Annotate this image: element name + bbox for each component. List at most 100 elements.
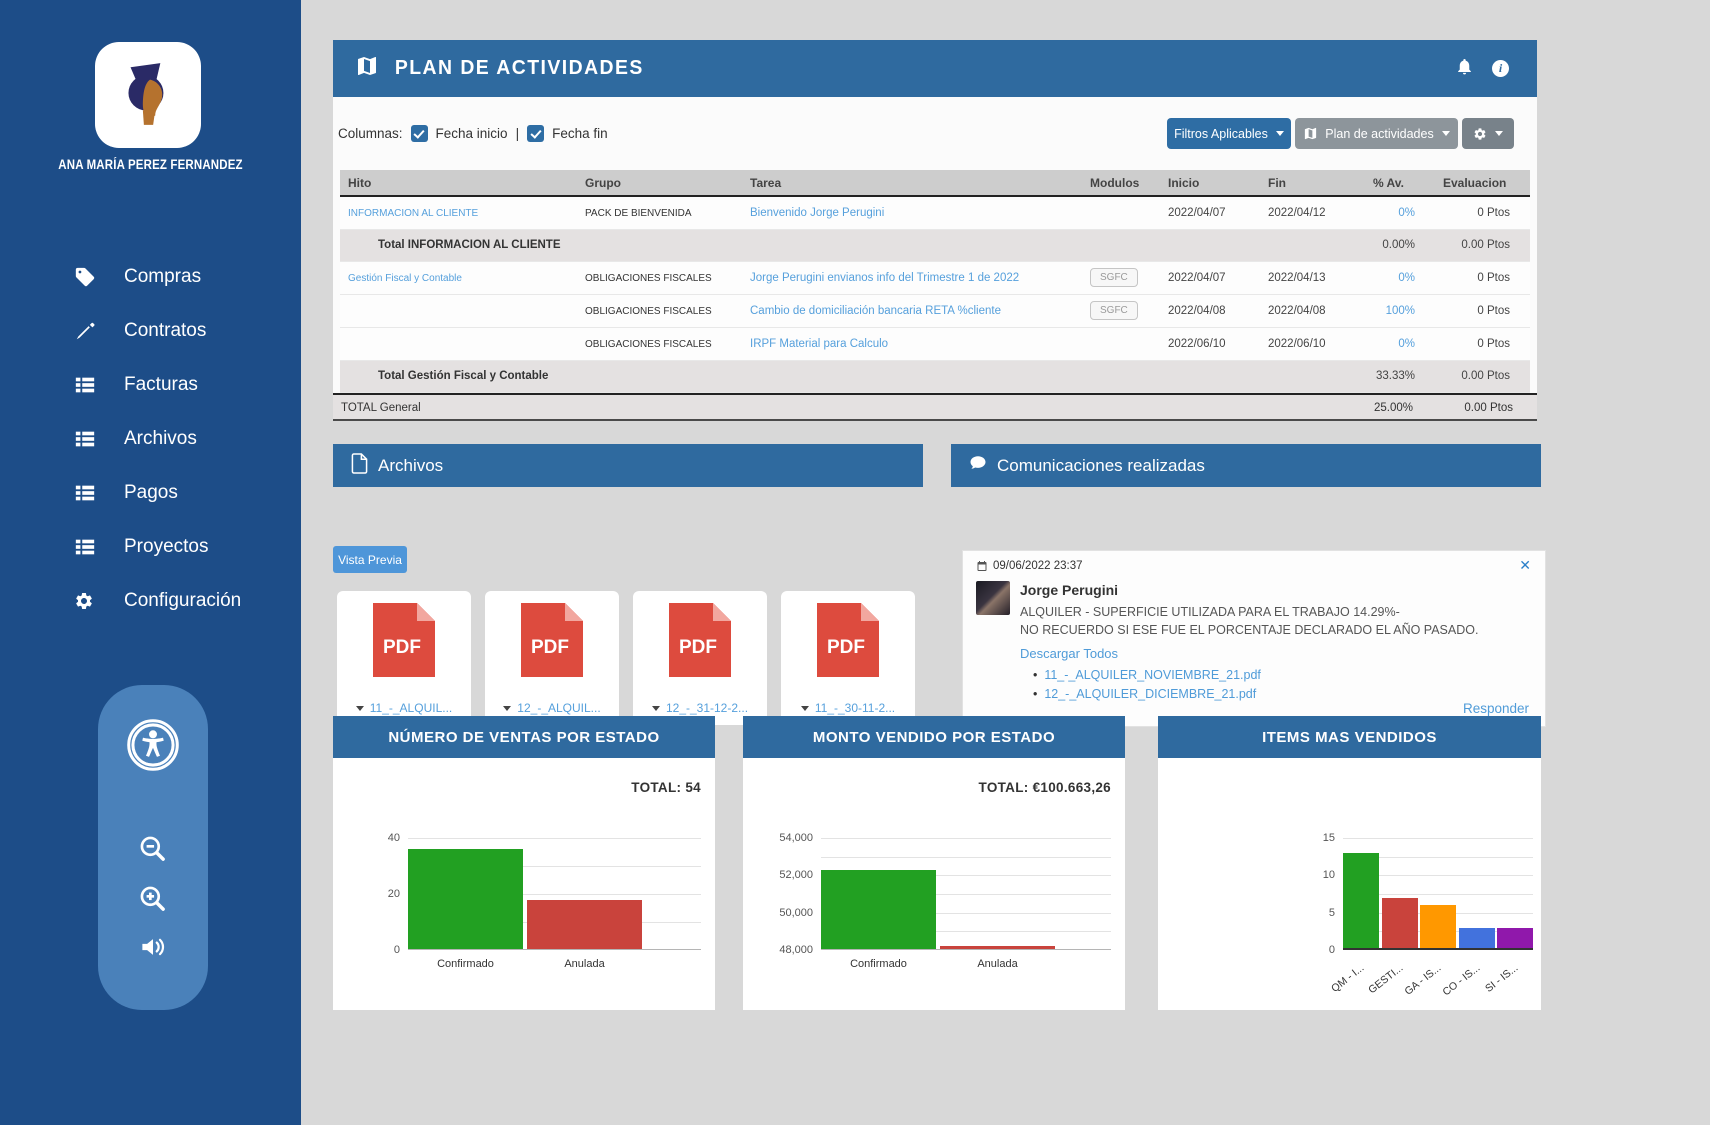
fecha-inicio-checkbox[interactable] <box>410 125 428 142</box>
settings-button[interactable] <box>1462 118 1514 149</box>
chart-plot: 0 5 10 15 QM - I... GESTI... GA - IS... CO - IS… <box>1323 832 1533 998</box>
zoom-in-icon[interactable] <box>98 883 208 915</box>
zoom-out-icon[interactable] <box>98 833 208 865</box>
file-link[interactable]: 12_-_ALQUIL... <box>517 701 601 715</box>
accessibility-widget <box>98 685 208 1010</box>
y-tick-label: 20 <box>387 888 400 900</box>
tarea-link[interactable]: IRPF Material para Calculo <box>750 337 889 350</box>
hito-link[interactable]: INFORMACION AL CLIENTE <box>348 207 479 219</box>
chart-title-bar: NÚMERO DE VENTAS POR ESTADO <box>333 716 715 758</box>
sidebar-item-facturas[interactable]: Facturas <box>0 358 301 412</box>
file-link[interactable]: 11_-_ALQUIL... <box>369 701 453 715</box>
pdf-card[interactable]: PDF 11_-_ALQUIL... <box>337 591 471 725</box>
gridline <box>821 894 1111 895</box>
y-tick-label: 0 <box>1328 944 1335 956</box>
avance-link[interactable]: 0% <box>1398 337 1415 350</box>
sidebar-item-compras[interactable]: Compras <box>0 250 301 304</box>
avance-link[interactable]: 0% <box>1398 271 1415 284</box>
bar-Anulada <box>940 946 1055 950</box>
file-menu-caret-icon[interactable] <box>800 705 809 711</box>
speaker-icon[interactable] <box>98 932 208 962</box>
bar-SI - IS... <box>1497 927 1533 950</box>
attachment-link[interactable]: 11_-_ALQUILER_NOVIEMBRE_21.pdf <box>1044 668 1261 682</box>
bar-QM - I... <box>1343 852 1379 950</box>
sidebar-item-contratos[interactable]: Contratos <box>0 304 301 358</box>
fin-date: 2022/06/10 <box>1260 327 1365 361</box>
bar-Confirmado <box>821 869 936 950</box>
bell-icon[interactable] <box>1455 57 1474 81</box>
message-line: ALQUILER - SUPERFICIE UTILIZADA PARA EL … <box>1020 605 1400 619</box>
chart-total: TOTAL: 54 <box>631 780 701 795</box>
svg-text:PDF: PDF <box>827 637 865 658</box>
evaluacion-value: 0 Ptos <box>1435 196 1530 230</box>
close-icon[interactable]: ✕ <box>1519 557 1531 573</box>
pdf-card[interactable]: PDF 11_-_30-11-2... <box>781 591 915 725</box>
chart-title-bar: MONTO VENDIDO POR ESTADO <box>743 716 1125 758</box>
filtros-aplicables-button[interactable]: Filtros Aplicables <box>1167 118 1291 149</box>
tarea-link[interactable]: Bienvenido Jorge Perugini <box>750 206 885 219</box>
total-general-av: 25.00% <box>1373 401 1413 414</box>
fin-date: 2022/04/12 <box>1260 196 1365 230</box>
sidebar-item-pagos[interactable]: Pagos <box>0 466 301 520</box>
descargar-todos-link[interactable]: Descargar Todos <box>1020 646 1119 661</box>
plan-body: Columnas: Fecha inicio | Fecha fin Filtr… <box>333 97 1537 421</box>
file-link[interactable]: 12_-_31-12-2... <box>665 701 749 715</box>
plan-de-actividades-panel: PLAN DE ACTIVIDADES i Columnas: Fecha in… <box>333 40 1537 421</box>
modulo-badge: SGFC <box>1090 301 1138 320</box>
gear-icon <box>1474 127 1486 140</box>
file-menu-caret-icon[interactable] <box>503 705 512 711</box>
hito-link[interactable]: Gestión Fiscal y Contable <box>348 272 462 284</box>
y-tick-label: 52,000 <box>779 869 813 882</box>
total-label: Total Gestión Fiscal y Contable <box>378 370 549 382</box>
accessibility-icon[interactable] <box>98 717 208 773</box>
grupo-text: PACK DE BIENVENIDA <box>585 207 692 219</box>
gridline <box>821 838 1111 839</box>
chart-title: NÚMERO DE VENTAS POR ESTADO <box>388 728 660 746</box>
sidebar-item-label: Facturas <box>124 374 198 395</box>
grupo-text: OBLIGACIONES FISCALES <box>585 305 712 317</box>
file-menu-caret-icon[interactable] <box>355 705 364 711</box>
list-icon <box>74 373 100 397</box>
pdf-cards: PDF 11_-_ALQUIL... PDF 12_-_ALQUIL... PD… <box>337 591 915 725</box>
fin-date: 2022/04/13 <box>1260 261 1365 295</box>
sidebar-item-proyectos[interactable]: Proyectos <box>0 520 301 574</box>
columns-label: Columnas: <box>338 126 403 141</box>
comunicaciones-body: 09/06/2022 23:37 ✕ Jorge Perugini ALQUIL… <box>951 487 1546 737</box>
fecha-fin-checkbox[interactable] <box>527 125 545 142</box>
columns-toolbar: Columnas: Fecha inicio | Fecha fin Filtr… <box>333 97 1537 170</box>
sidebar-item-archivos[interactable]: Archivos <box>0 412 301 466</box>
tarea-link[interactable]: Cambio de domiciliación bancaria RETA %c… <box>750 304 1001 317</box>
avance-link[interactable]: 0% <box>1398 206 1415 219</box>
table-total-row: Total INFORMACION AL CLIENTE 0.00% 0.00 … <box>340 229 1530 262</box>
archivos-title: Archivos <box>378 455 444 475</box>
pdf-icon: PDF <box>521 603 583 677</box>
x-category-label: Confirmado <box>437 958 494 970</box>
chart-plot: 48,000 50,000 52,000 54,000 Confirmado Anulad… <box>779 832 1111 970</box>
avance-link[interactable]: 100% <box>1385 304 1415 317</box>
vista-previa-button[interactable]: Vista Previa <box>333 546 407 573</box>
col-fin: Fin <box>1260 170 1365 197</box>
sidebar-menu: Compras Contratos Facturas Archivos Pago… <box>0 250 301 628</box>
responder-link[interactable]: Responder <box>1462 701 1529 716</box>
svg-text:PDF: PDF <box>679 637 717 658</box>
archivos-header: Archivos <box>333 444 923 487</box>
inicio-date: 2022/06/10 <box>1160 327 1260 361</box>
plan-de-actividades-button[interactable]: Plan de actividades <box>1295 118 1458 149</box>
attachment-link[interactable]: 12_-_ALQUILER_DICIEMBRE_21.pdf <box>1044 687 1257 701</box>
archivos-body: Vista Previa PDF 11_-_ALQUIL... PDF 12_-… <box>333 487 923 737</box>
bar-GESTI... <box>1381 897 1418 950</box>
gridline <box>1343 856 1533 858</box>
tarea-link[interactable]: Jorge Perugini envianos info del Trimest… <box>750 271 1020 284</box>
author-name: Jorge Perugini <box>1020 582 1119 598</box>
author-avatar <box>976 581 1010 615</box>
pdf-card[interactable]: PDF 12_-_ALQUIL... <box>485 591 619 725</box>
x-axis <box>821 949 1111 950</box>
file-link[interactable]: 11_-_30-11-2... <box>814 701 896 715</box>
sidebar-item-configuracion[interactable]: Configuración <box>0 574 301 628</box>
communication-card: 09/06/2022 23:37 ✕ Jorge Perugini ALQUIL… <box>962 550 1546 727</box>
info-icon[interactable]: i <box>1492 60 1509 77</box>
fecha-inicio-label: Fecha inicio <box>435 126 508 141</box>
file-menu-caret-icon[interactable] <box>651 705 660 711</box>
pdf-card[interactable]: PDF 12_-_31-12-2... <box>633 591 767 725</box>
chart-title: ITEMS MAS VENDIDOS <box>1262 728 1437 746</box>
